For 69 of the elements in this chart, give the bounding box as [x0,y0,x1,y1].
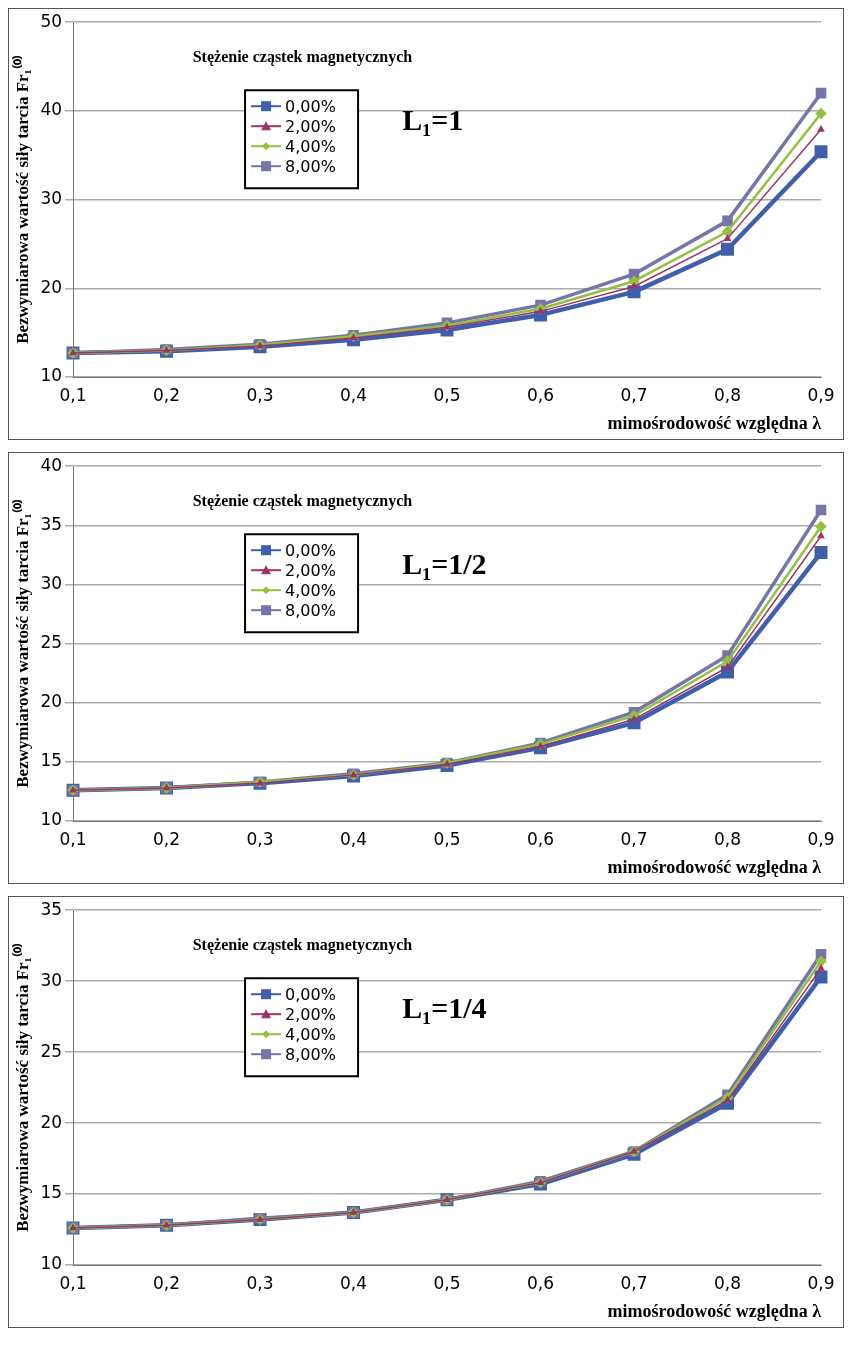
y-tick-label: 25 [40,632,63,653]
legend-title: Stężenie cząstek magnetycznych [192,492,413,511]
legend-label: 2,00% [285,1005,336,1025]
legend-title: Stężenie cząstek magnetycznych [192,48,413,67]
y-tick-label: 35 [40,898,63,919]
legend-label: 8,00% [285,157,336,177]
x-tick-label: 0,2 [153,384,181,405]
y-tick-label: 50 [40,10,63,31]
y-tick-label: 35 [40,513,63,534]
annotation: L₁=1 [402,102,464,136]
y-tick-label: 10 [40,365,63,386]
x-tick-label: 0,4 [340,384,368,405]
x-tick-label: 0,5 [433,384,461,405]
y-tick-label: 15 [40,1182,63,1203]
y-tick-label: 30 [40,969,63,990]
x-tick-label: 0,6 [526,1272,555,1293]
y-tick-label: 20 [40,276,63,297]
x-tick-label: 0,1 [59,828,87,849]
x-tick-label: 0,9 [807,828,835,849]
y-axis-title: Bezwymiarowa wartość siły tarcia Fr₁⁽⁰⁾ [11,499,32,788]
x-tick-label: 0,3 [246,1272,274,1293]
x-tick-label: 0,7 [620,828,648,849]
legend-title: Stężenie cząstek magnetycznych [192,936,413,955]
y-tick-label: 30 [40,188,63,209]
y-tick-label: 20 [40,1111,63,1132]
x-tick-label: 0,4 [340,1272,368,1293]
x-tick-label: 0,6 [526,828,555,849]
legend-label: 2,00% [285,117,336,137]
x-axis-title: mimośrodowość względna λ [607,856,822,877]
x-tick-label: 0,2 [153,1272,181,1293]
legend-label: 4,00% [285,581,336,601]
annotation: L₁=1/2 [402,546,487,580]
legend-label: 4,00% [285,1025,336,1045]
legend-label: 4,00% [285,137,336,157]
y-axis-title: Bezwymiarowa wartość siły tarcia Fr₁⁽⁰⁾ [11,943,32,1232]
x-tick-label: 0,1 [59,1272,87,1293]
x-tick-label: 0,7 [620,384,648,405]
x-tick-label: 0,5 [433,828,461,849]
y-tick-label: 30 [40,572,63,593]
y-tick-label: 20 [40,691,63,712]
x-tick-label: 0,6 [526,384,555,405]
x-tick-label: 0,1 [59,384,87,405]
x-tick-label: 0,7 [620,1272,648,1293]
y-tick-label: 40 [40,454,63,475]
x-tick-label: 0,2 [153,828,181,849]
legend-label: 8,00% [285,1045,336,1065]
x-tick-label: 0,8 [713,1272,742,1293]
x-tick-label: 0,3 [246,384,274,405]
x-tick-label: 0,9 [807,384,835,405]
y-tick-label: 15 [40,750,63,771]
x-tick-label: 0,8 [713,828,742,849]
y-tick-label: 40 [40,99,63,120]
x-tick-label: 0,8 [713,384,742,405]
y-tick-label: 10 [40,1253,63,1274]
y-tick-label: 25 [40,1040,63,1061]
legend-label: 0,00% [285,985,336,1005]
x-tick-label: 0,5 [433,1272,461,1293]
y-axis-title: Bezwymiarowa wartość siły tarcia Fr₁⁽⁰⁾ [11,55,32,344]
y-tick-label: 10 [40,809,63,830]
x-axis-title: mimośrodowość względna λ [607,1300,822,1321]
legend-label: 8,00% [285,601,336,621]
legend-label: 0,00% [285,541,336,561]
x-tick-label: 0,3 [246,828,274,849]
x-axis-title: mimośrodowość względna λ [607,412,822,433]
legend-label: 2,00% [285,561,336,581]
x-tick-label: 0,9 [807,1272,835,1293]
legend-label: 0,00% [285,97,336,117]
x-tick-label: 0,4 [340,828,368,849]
annotation: L₁=1/4 [402,990,487,1024]
